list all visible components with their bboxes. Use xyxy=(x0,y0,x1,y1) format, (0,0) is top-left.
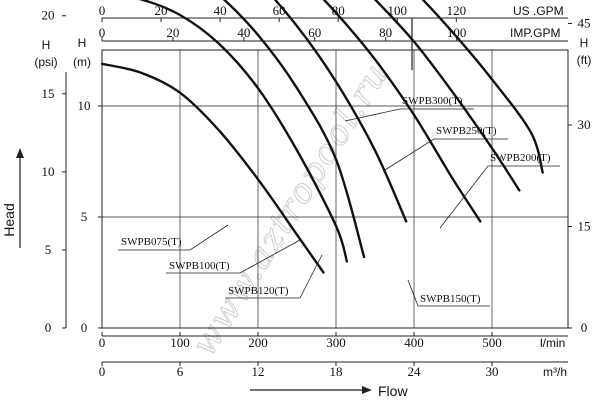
tick-label-impgpm-100: 100 xyxy=(447,25,467,40)
tick-label-usgpm-100: 100 xyxy=(388,3,408,18)
curve-swpb120t xyxy=(222,0,366,259)
leader-swpb200t xyxy=(439,165,560,229)
tick-label-m-0: 0 xyxy=(81,320,88,335)
m-axis-title: H xyxy=(78,36,87,50)
tick-label-psi-15: 15 xyxy=(42,86,55,101)
leader-swpb250t xyxy=(384,138,508,171)
tick-label-m-15: 15 xyxy=(78,0,91,2)
label-swpb100t: SWPB100(T) xyxy=(169,260,230,272)
label-swpb300t: SWPB300(T) xyxy=(402,95,463,107)
tick-label-psi-0: 0 xyxy=(45,320,52,335)
watermark: www.aztropool.ru xyxy=(184,55,398,363)
psi-axis-unit: (psi) xyxy=(34,55,57,69)
curves xyxy=(100,0,544,274)
flow-axis-label: Flow xyxy=(378,383,408,399)
tick-label-ft-15: 15 xyxy=(578,219,591,234)
curve-swpb300t xyxy=(421,0,544,174)
unit-label-usgpm: US .GPM xyxy=(513,4,564,18)
tick-label-ft-45: 45 xyxy=(578,16,591,31)
tick-label-usgpm-40: 40 xyxy=(214,3,227,18)
label-swpb075t: SWPB075(T) xyxy=(121,236,182,248)
tick-label-m3h-30: 30 xyxy=(486,364,499,379)
tick-label-m3h-24: 24 xyxy=(408,364,422,379)
grid xyxy=(101,49,569,329)
tick-label-m3h-0: 0 xyxy=(99,364,106,379)
label-swpb150t: SWPB150(T) xyxy=(420,293,481,305)
tick-label-lmin-300: 300 xyxy=(326,335,346,350)
tick-label-m3h-12: 12 xyxy=(252,364,265,379)
unit-label-lmin: l/min xyxy=(540,336,565,350)
tick-label-psi-10: 10 xyxy=(42,164,55,179)
tick-label-m-10: 10 xyxy=(78,98,91,113)
curve-swpb075t xyxy=(100,62,325,274)
tick-label-m3h-6: 6 xyxy=(177,364,184,379)
ft-axis-unit: (ft) xyxy=(577,53,592,67)
unit-label-impgpm: IMP.GPM xyxy=(510,26,560,40)
tick-label-impgpm-20: 20 xyxy=(166,25,179,40)
curve-labels: SWPB075(T) SWPB100(T) SWPB120(T) SWPB150(T)… xyxy=(118,95,560,307)
tick-label-impgpm-40: 40 xyxy=(237,25,250,40)
tick-label-lmin-200: 200 xyxy=(248,335,268,350)
plot-border xyxy=(101,49,569,329)
tick-label-usgpm-0: 0 xyxy=(99,3,106,18)
tick-label-lmin-100: 100 xyxy=(170,335,190,350)
tick-label-lmin-0: 0 xyxy=(99,335,106,350)
tick-label-ft-0: 0 xyxy=(581,320,588,335)
watermark-text: www.aztropool.ru xyxy=(184,56,397,363)
curve-swpb100t xyxy=(138,0,349,263)
leader-swpb100t xyxy=(166,239,301,274)
tick-label-lmin-400: 400 xyxy=(404,335,424,350)
tick-label-m-5: 5 xyxy=(81,209,88,224)
leader-swpb120t xyxy=(225,254,323,299)
head-axis-label: Head xyxy=(1,203,17,236)
curve-swpb150t xyxy=(273,0,408,223)
head-arrow-head xyxy=(16,148,24,158)
tick-label-psi-20: 20 xyxy=(42,8,55,23)
ft-axis-title: H xyxy=(580,36,589,50)
leader-swpb300t xyxy=(344,108,474,122)
label-swpb250t: SWPB250(T) xyxy=(436,125,497,137)
tick-label-impgpm-0: 0 xyxy=(99,25,106,40)
tick-label-usgpm-120: 120 xyxy=(447,3,467,18)
flow-arrow-head xyxy=(362,386,372,394)
tick-label-impgpm-60: 60 xyxy=(308,25,321,40)
tick-label-lmin-500: 500 xyxy=(482,335,502,350)
label-swpb200t: SWPB200(T) xyxy=(490,152,551,164)
leader-swpb150t xyxy=(407,279,490,307)
tick-label-ft-30: 30 xyxy=(578,117,591,132)
tick-label-usgpm-80: 80 xyxy=(332,3,345,18)
psi-axis-title: H xyxy=(42,38,51,52)
m-axis-unit: (m) xyxy=(73,55,91,69)
label-swpb120t: SWPB120(T) xyxy=(228,285,289,297)
tick-label-impgpm-80: 80 xyxy=(379,25,392,40)
tick-label-psi-5: 5 xyxy=(45,242,52,257)
tick-label-m3h-18: 18 xyxy=(330,364,343,379)
unit-label-m3h: m³/h xyxy=(543,365,567,379)
leader-swpb075t xyxy=(118,224,229,251)
curve-swpb250t xyxy=(373,0,521,192)
curve-swpb200t xyxy=(322,0,482,223)
